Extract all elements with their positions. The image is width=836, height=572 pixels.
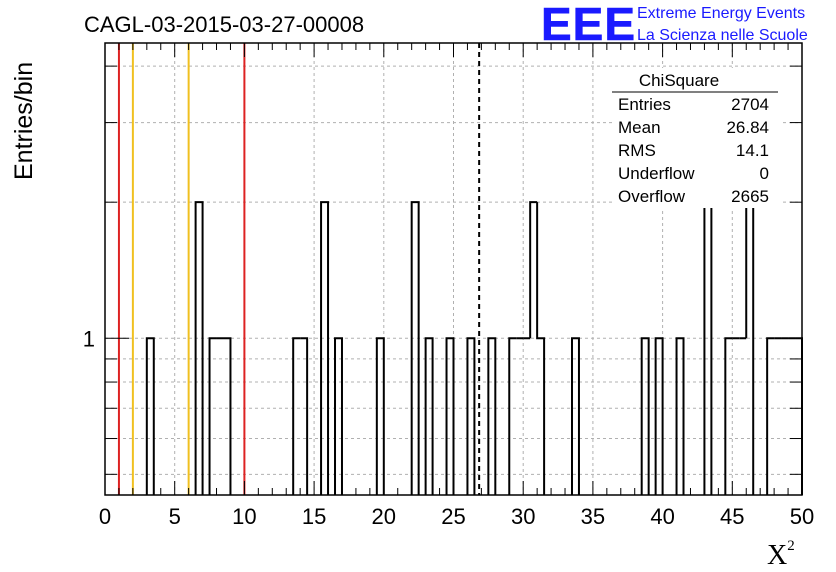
histogram-bin xyxy=(292,337,301,495)
histogram-bin xyxy=(536,202,546,495)
x-tick-label: 35 xyxy=(581,504,605,529)
tick-labels: 0 5 10 15 20 25 30 35 40 45 50 1 xyxy=(83,326,814,529)
marker-lines xyxy=(117,43,481,495)
x-tick-label: 30 xyxy=(511,504,535,529)
histogram-bin xyxy=(334,337,343,495)
histogram-bin xyxy=(466,337,476,495)
x-tick-label: 50 xyxy=(790,504,814,529)
x-tick-label: 10 xyxy=(232,504,256,529)
y-axis-label: Entries/bin xyxy=(10,62,38,180)
x-axis-label: X2 xyxy=(767,538,795,571)
histogram-bin xyxy=(145,337,155,495)
histogram-bin xyxy=(424,337,434,495)
histogram-bin xyxy=(410,201,420,495)
stats-title: ChiSquare xyxy=(639,71,719,90)
stats-label-overflow: Overflow xyxy=(618,187,686,206)
stats-label-entries: Entries xyxy=(618,95,671,114)
run-title: CAGL-03-2015-03-27-00008 xyxy=(84,12,364,37)
x-axis-label-sup: 2 xyxy=(787,538,795,554)
histogram-bin xyxy=(654,337,664,495)
x-axis-label-base: X xyxy=(767,540,787,571)
logo-line1: Extreme Energy Events xyxy=(637,5,805,22)
histogram-bin xyxy=(508,337,517,495)
stats-value-mean: 26.84 xyxy=(726,118,769,137)
axis-ticks xyxy=(104,43,803,495)
histogram-bin xyxy=(703,201,713,495)
stats-label-mean: Mean xyxy=(618,118,661,137)
histogram-bin xyxy=(208,337,217,495)
x-tick-label: 15 xyxy=(302,504,326,529)
stats-label-underflow: Underflow xyxy=(618,164,695,183)
logo-line2: La Scienza nelle Scuole xyxy=(637,27,808,44)
histogram-bin xyxy=(320,201,330,495)
histogram-bin xyxy=(529,201,538,339)
histogram-bin xyxy=(445,337,455,495)
logo-text: EEE xyxy=(541,0,636,50)
histogram-bin xyxy=(675,337,685,495)
x-tick-label: 0 xyxy=(99,504,111,529)
histogram-bin xyxy=(223,337,232,495)
histogram-bin xyxy=(194,201,204,495)
histogram-bin xyxy=(795,337,803,495)
histogram-bin xyxy=(724,337,733,495)
histogram-bin xyxy=(640,337,650,495)
histogram-bin xyxy=(300,337,309,495)
stats-value-entries: 2704 xyxy=(731,95,769,114)
histogram-bin xyxy=(766,337,775,495)
histogram-bin xyxy=(570,337,580,495)
stats-box: ChiSquare Entries 2704 Mean 26.84 RMS 14… xyxy=(612,68,780,208)
histogram-bin xyxy=(745,201,755,495)
histogram-bin xyxy=(375,337,385,495)
eee-logo: EEE Extreme Energy Events La Scienza nel… xyxy=(541,0,808,50)
x-tick-label: 40 xyxy=(650,504,674,529)
x-tick-label: 20 xyxy=(372,504,396,529)
stats-box-bg xyxy=(612,68,780,208)
x-tick-label: 25 xyxy=(441,504,465,529)
histogram-bin xyxy=(487,337,497,495)
stats-value-underflow: 0 xyxy=(760,164,769,183)
y-tick-label: 1 xyxy=(83,326,95,351)
stats-label-rms: RMS xyxy=(618,141,656,160)
x-tick-label: 45 xyxy=(720,504,744,529)
x-tick-label: 5 xyxy=(169,504,181,529)
stats-value-rms: 14.1 xyxy=(736,141,769,160)
stats-value-overflow: 2665 xyxy=(731,187,769,206)
